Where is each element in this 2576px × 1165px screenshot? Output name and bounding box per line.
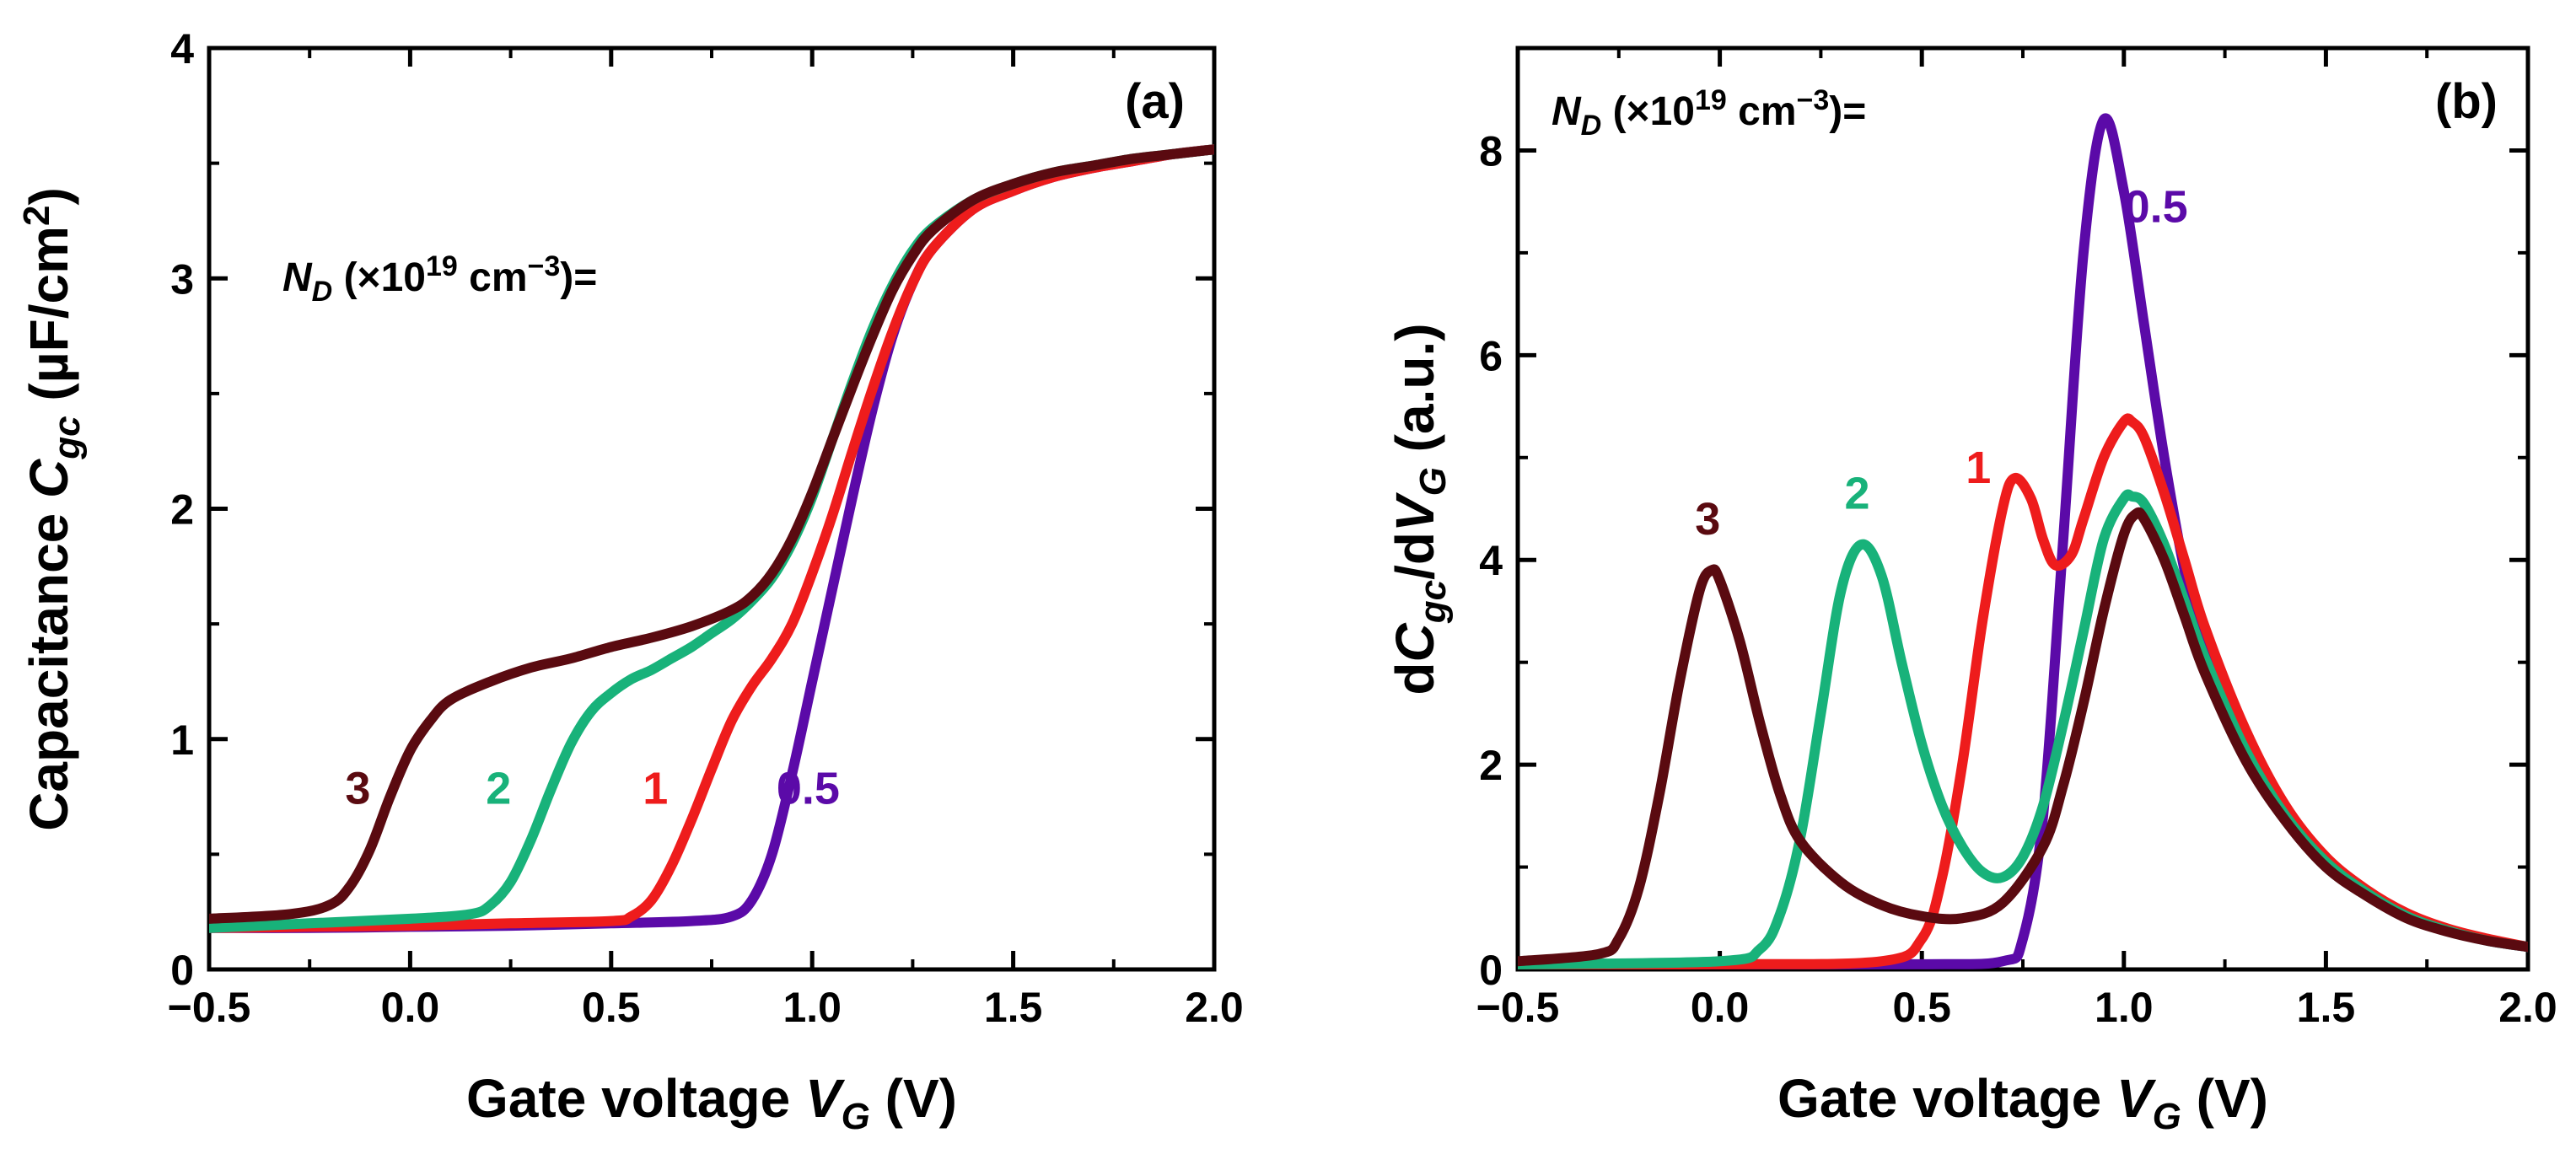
y-tick-label: 2 (170, 486, 194, 534)
x-tick-label: 1.0 (782, 984, 842, 1031)
y-tick-label: 2 (1479, 742, 1503, 789)
x-tick-label: −0.5 (168, 984, 251, 1031)
x-tick-label: 0.0 (1691, 984, 1750, 1031)
y-axis-label: Capacitance Cgc (µF/cm2) (16, 187, 88, 831)
panel-b: −0.5 0.0 0.5 1.0 1.5 2.0 0 2 4 6 8 3 2 1 0.5 (b) ND (×10… (1385, 46, 2557, 1137)
curve-label-2: 2 (1845, 469, 1870, 519)
y-tick-label: 0 (1479, 947, 1503, 994)
plot-frame (1515, 46, 2530, 972)
plot-frame (207, 46, 1217, 972)
series-line-0-5 (1518, 113, 2528, 969)
x-axis-label: Gate voltage VG (V) (466, 1068, 957, 1137)
legend-title: ND (×1019 cm−3)= (282, 250, 597, 308)
panel-a: −0.5 0.0 0.5 1.0 1.5 2.0 0 1 2 3 4 3 2 1 0.5 (a) ND (×10… (16, 25, 1244, 1137)
x-axis-label: Gate voltage VG (V) (1777, 1068, 2268, 1137)
curve-label-1: 1 (1966, 443, 1991, 493)
panel-label: (a) (1125, 74, 1185, 129)
x-tick-label: 1.5 (984, 984, 1043, 1031)
series-line-3 (1518, 507, 2528, 967)
y-tick-label: 1 (170, 717, 194, 764)
series-group (209, 144, 1214, 933)
curve-label-3: 3 (345, 763, 370, 813)
x-tick-label: 2.0 (2498, 984, 2557, 1031)
curve-label-1: 1 (643, 763, 668, 813)
y-tick-label: 3 (170, 255, 194, 303)
legend-title: ND (×1019 cm−3)= (1552, 84, 1866, 142)
y-tick-label: 4 (1479, 537, 1503, 584)
series-line-1 (209, 144, 1214, 933)
curve-label-0-5: 0.5 (2125, 181, 2188, 232)
y-tick-label: 6 (1479, 332, 1503, 379)
x-tick-label: 1.0 (2095, 984, 2154, 1031)
y-tick-label: 8 (1479, 127, 1503, 174)
curve-label-0-5: 0.5 (777, 763, 840, 813)
x-tick-label: 1.5 (2297, 984, 2356, 1031)
series-group (1518, 113, 2528, 969)
x-tick-label: 0.5 (582, 984, 641, 1031)
curve-label-2: 2 (486, 763, 511, 813)
x-tick-label: 0.5 (1892, 984, 1951, 1031)
x-tick-label: 0.0 (381, 984, 440, 1031)
x-tick-label: 2.0 (1185, 984, 1244, 1031)
y-tick-label: 4 (170, 25, 194, 72)
y-axis-label: dCgc/dVG (a.u.) (1385, 323, 1454, 695)
curve-label-3: 3 (1695, 494, 1720, 545)
series-line-3 (209, 144, 1214, 924)
panel-label: (b) (2435, 74, 2498, 129)
x-tick-label: −0.5 (1476, 984, 1560, 1031)
y-tick-label: 0 (170, 947, 194, 994)
